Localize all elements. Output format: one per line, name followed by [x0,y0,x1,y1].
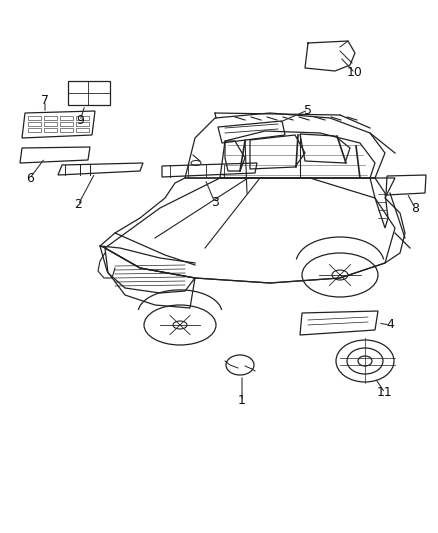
Text: 9: 9 [76,115,84,127]
Text: 7: 7 [41,94,49,108]
Bar [76,122,89,126]
Bar [28,122,41,126]
Text: 3: 3 [211,197,219,209]
Bar [44,128,57,132]
Bar [44,122,57,126]
Text: 5: 5 [304,103,312,117]
Text: 2: 2 [74,198,82,212]
Bar [44,116,57,120]
Bar [76,128,89,132]
Text: 11: 11 [377,386,393,400]
Text: 1: 1 [238,394,246,408]
Bar [28,128,41,132]
Bar [60,128,73,132]
Bar [76,116,89,120]
Text: 6: 6 [26,172,34,184]
Text: 8: 8 [411,201,419,214]
Bar [68,81,110,105]
Bar [60,116,73,120]
Text: 10: 10 [347,67,363,79]
Bar [28,116,41,120]
Bar [60,122,73,126]
Text: 4: 4 [386,319,394,332]
